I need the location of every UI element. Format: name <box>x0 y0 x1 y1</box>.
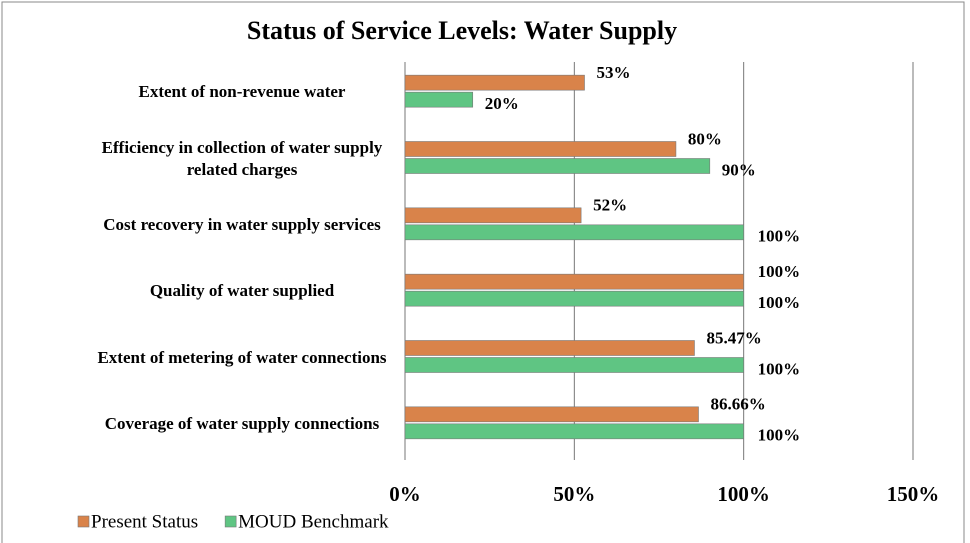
value-label: 90% <box>722 160 756 179</box>
bar <box>404 158 711 174</box>
legend-label: Present Status <box>91 511 198 532</box>
x-tick-label: 100% <box>717 482 770 506</box>
category-label: Coverage of water supply connections <box>104 413 380 433</box>
x-tick-label: 150% <box>887 482 940 506</box>
bar <box>404 273 744 290</box>
category-label: Efficiency in collection of water supply… <box>101 137 383 179</box>
category-label: Extent of metering of water connections <box>97 347 387 367</box>
bar <box>404 141 677 157</box>
x-tick-label: 50% <box>553 482 595 506</box>
bar <box>404 207 582 224</box>
bar <box>404 91 474 108</box>
legend-swatch <box>224 515 237 528</box>
bar <box>404 406 699 423</box>
value-label: 80% <box>688 129 722 148</box>
x-tick-label: 0% <box>389 482 421 506</box>
value-label: 100% <box>758 359 801 378</box>
value-label: 100% <box>758 426 801 445</box>
legend-label: MOUD Benchmark <box>238 511 389 532</box>
bar <box>404 74 585 91</box>
legend-swatch <box>77 515 90 528</box>
category-label: Quality of water supplied <box>149 281 335 301</box>
value-label: 100% <box>758 227 801 246</box>
bar <box>404 224 744 241</box>
chart-title: Status of Service Levels: Water Supply <box>247 16 677 45</box>
value-label: 100% <box>758 262 801 281</box>
value-label: 20% <box>485 94 519 113</box>
bar <box>404 340 695 356</box>
value-label: 53% <box>596 63 630 82</box>
value-label: 85.47% <box>706 328 761 347</box>
value-label: 52% <box>593 196 627 215</box>
category-label: Extent of non-revenue water <box>138 82 346 102</box>
category-label: Cost recovery in water supply services <box>103 214 381 234</box>
bar <box>404 290 744 307</box>
bar <box>404 423 744 440</box>
value-label: 100% <box>758 293 801 312</box>
value-label: 86.66% <box>710 395 765 414</box>
bar <box>404 357 744 373</box>
